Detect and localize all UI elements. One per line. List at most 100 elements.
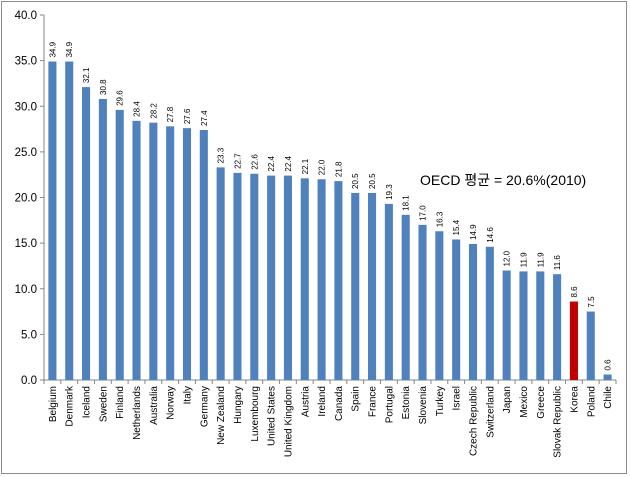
category-label: Canada: [334, 386, 345, 421]
data-label: 16.3: [435, 211, 444, 227]
bar-sweden: [98, 98, 107, 380]
data-label: 20.5: [351, 173, 360, 189]
category-label: Japan: [502, 386, 513, 413]
data-label: 12.0: [503, 250, 512, 266]
data-label: 17.0: [419, 205, 428, 221]
data-label: 7.5: [587, 296, 596, 308]
bar-france: [368, 192, 377, 380]
data-label: 21.8: [334, 161, 343, 177]
data-label: 28.2: [149, 103, 158, 119]
data-label: 14.6: [486, 227, 495, 243]
bar-greece: [536, 271, 545, 380]
data-label: 22.7: [233, 153, 242, 169]
category-label: Norway: [166, 386, 177, 420]
data-label: 22.1: [301, 158, 310, 174]
x-axis-labels: Belgium Denmark Iceland Sweden Finland Nether…: [48, 385, 614, 458]
category-label: Iceland: [82, 386, 93, 418]
data-label: 29.6: [116, 90, 125, 106]
y-tick-label: 25.0: [15, 147, 37, 159]
category-label: France: [368, 386, 379, 418]
category-label: Slovenia: [418, 386, 429, 425]
category-label: Turkey: [435, 386, 446, 416]
category-label: Netherlands: [132, 386, 143, 440]
bar-germany: [199, 129, 208, 380]
bar-estonia: [401, 214, 410, 380]
bar-mexico: [519, 271, 528, 380]
data-label: 11.9: [536, 252, 545, 268]
category-label: Australia: [149, 386, 160, 425]
category-label: Belgium: [48, 386, 59, 422]
category-label: Chile: [603, 386, 614, 409]
category-label: Ireland: [317, 386, 328, 417]
category-label: Slovak Republic: [553, 386, 564, 458]
bar-norway: [166, 126, 175, 380]
bar-czech-republic: [468, 244, 478, 380]
data-label: 20.5: [368, 173, 377, 189]
data-label: 22.0: [318, 159, 327, 175]
category-label: Czech Republic: [469, 386, 480, 456]
bar-luxembourg: [250, 173, 259, 380]
data-label: 27.8: [166, 106, 175, 122]
data-label: 34.9: [48, 41, 57, 57]
bar-belgium: [48, 61, 57, 380]
data-label: 32.1: [82, 67, 91, 83]
bar-ireland: [317, 179, 326, 380]
data-label: 30.8: [99, 79, 108, 95]
category-label: Italy: [183, 386, 194, 404]
data-label: 8.6: [570, 286, 579, 298]
data-label: 18.1: [402, 195, 411, 211]
bar-switzerland: [485, 246, 494, 380]
category-label: Poland: [586, 386, 597, 417]
bar-united-kingdom: [283, 175, 292, 380]
category-label: Spain: [351, 386, 362, 412]
y-tick-label: 15.0: [15, 238, 37, 250]
category-label: Mexico: [519, 386, 530, 418]
category-label: New Zealand: [216, 386, 227, 445]
category-label: Korea: [569, 386, 580, 413]
category-label: Finland: [115, 386, 126, 419]
category-label: Israel: [452, 386, 463, 410]
bar-chile: [603, 374, 612, 380]
y-tick-label: 10.0: [15, 284, 37, 296]
data-label: 11.6: [553, 255, 562, 271]
bar-poland: [586, 311, 595, 380]
y-tick-label: 5.0: [21, 329, 37, 341]
y-tick-label: 0.0: [21, 375, 37, 387]
data-label: 34.9: [65, 41, 74, 57]
bar-australia: [149, 122, 158, 381]
bar-denmark: [65, 61, 74, 380]
bars: [48, 61, 612, 381]
bar-new-zealand: [216, 167, 225, 380]
category-label: Sweden: [98, 386, 109, 422]
bar-israel: [452, 239, 461, 380]
bar-turkey: [435, 231, 444, 380]
data-label: 0.6: [604, 359, 613, 371]
data-label: 28.4: [133, 101, 142, 117]
category-label: Denmark: [65, 385, 76, 427]
bar-korea: [569, 301, 578, 380]
bar-netherlands: [132, 120, 141, 380]
data-label: 22.6: [250, 154, 259, 170]
category-label: United Kingdom: [283, 386, 294, 457]
y-tick-label: 20.0: [15, 193, 37, 205]
category-label: Estonia: [401, 386, 412, 420]
data-label: 11.9: [519, 252, 528, 268]
bar-iceland: [82, 87, 91, 381]
data-label: 22.4: [284, 155, 293, 171]
y-tick-label: 40.0: [15, 10, 37, 22]
category-label: Portugal: [384, 386, 395, 423]
data-labels: 34.9 34.9 32.1 30.8 29.6 28.4 28.2 27.8 27.6 27.4…: [48, 41, 612, 370]
data-label: 14.9: [469, 224, 478, 240]
bar-spain: [351, 192, 360, 380]
data-label: 19.3: [385, 184, 394, 200]
category-label: Hungary: [233, 386, 244, 424]
category-label: Greece: [536, 386, 547, 419]
bar-canada: [334, 181, 343, 380]
y-tick-label: 35.0: [15, 56, 37, 68]
category-label: Germany: [199, 386, 210, 427]
bar-slovak-republic: [553, 274, 562, 380]
category-label: Luxembourg: [250, 386, 261, 442]
data-label: 22.4: [267, 155, 276, 171]
bar-italy: [182, 128, 192, 380]
